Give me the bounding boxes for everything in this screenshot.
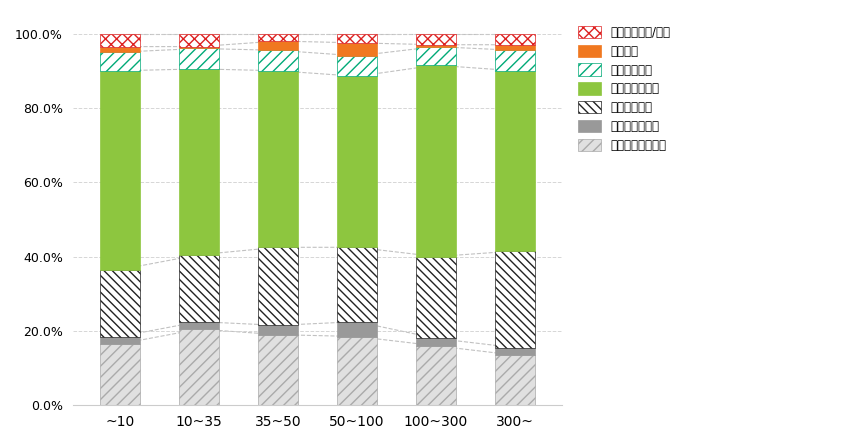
Bar	[416, 257, 456, 338]
Bar	[258, 71, 298, 247]
Bar	[100, 270, 140, 337]
Bar	[495, 45, 534, 50]
Bar	[100, 337, 140, 344]
Bar	[179, 34, 219, 47]
Bar	[179, 47, 219, 48]
Bar	[258, 247, 298, 325]
Bar	[416, 346, 456, 405]
Bar	[179, 69, 219, 255]
Bar	[416, 34, 456, 45]
Bar	[416, 47, 456, 65]
Bar	[179, 321, 219, 329]
Bar	[495, 348, 534, 355]
Bar	[258, 335, 298, 405]
Bar	[416, 65, 456, 257]
Bar	[337, 34, 376, 43]
Bar	[179, 48, 219, 69]
Bar	[337, 321, 376, 337]
Bar	[258, 41, 298, 50]
Bar	[337, 43, 376, 56]
Bar	[495, 251, 534, 348]
Bar	[337, 337, 376, 405]
Bar	[337, 76, 376, 247]
Bar	[258, 50, 298, 71]
Bar	[100, 47, 140, 52]
Bar	[179, 329, 219, 405]
Bar	[258, 325, 298, 335]
Bar	[416, 45, 456, 47]
Bar	[100, 52, 140, 71]
Bar	[416, 338, 456, 346]
Bar	[337, 56, 376, 76]
Bar	[495, 71, 534, 251]
Legend: 관계기관권유/교육, 판로확보, 마을공동사업, 새로운소득창출, 정책지원사업, 후계자농업경영, 가격하락대응자원: 관계기관권유/교육, 판로확보, 마을공동사업, 새로운소득창출, 정책지원사업…	[573, 21, 675, 157]
Bar	[100, 71, 140, 270]
Bar	[495, 355, 534, 405]
Bar	[337, 247, 376, 321]
Bar	[100, 344, 140, 405]
Bar	[179, 255, 219, 321]
Bar	[100, 34, 140, 47]
Bar	[258, 34, 298, 41]
Bar	[495, 50, 534, 71]
Bar	[495, 34, 534, 45]
